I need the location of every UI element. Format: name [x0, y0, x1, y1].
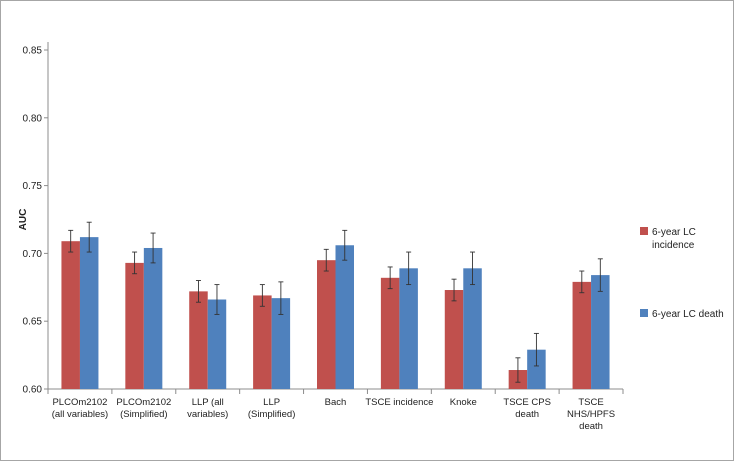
y-tick-label: 0.60 — [23, 385, 43, 396]
bar-incidence — [125, 262, 144, 389]
bar-incidence — [572, 281, 592, 389]
legend-label: 6-year LC death — [652, 309, 724, 320]
bar-incidence — [317, 260, 336, 389]
x-tick-label: Knoke — [450, 397, 477, 408]
x-tick-label: (all variables) — [52, 409, 109, 420]
x-tick-label: Bach — [325, 397, 347, 408]
legend-swatch-death — [640, 309, 648, 317]
y-axis-label: AUC — [18, 209, 29, 231]
x-tick-label: (Simplified) — [248, 409, 296, 420]
bar-death — [335, 245, 354, 389]
bar-death — [527, 349, 546, 389]
x-tick-label: TSCE — [578, 397, 603, 408]
x-tick-label: NHS/HPFS — [567, 409, 615, 420]
y-tick-label: 0.70 — [23, 249, 43, 260]
x-tick-label: PLCOm2102 — [52, 397, 107, 408]
bar-death — [399, 268, 418, 389]
bar-death — [271, 298, 291, 389]
y-tick-label: 0.75 — [23, 181, 43, 192]
x-tick-label: (Simplified) — [120, 409, 168, 420]
bar-incidence — [444, 290, 464, 389]
x-tick-label: LLP (all — [192, 397, 224, 408]
legend-label: incidence — [652, 240, 695, 251]
bar-death — [591, 275, 610, 389]
legend-label: 6-year LC — [652, 227, 696, 238]
y-tick-label: 0.85 — [23, 46, 43, 57]
y-tick-label: 0.80 — [23, 113, 43, 124]
x-tick-label: death — [515, 409, 539, 420]
x-tick-label: TSCE CPS — [503, 397, 551, 408]
bar-incidence — [189, 291, 208, 389]
x-tick-label: LLP — [263, 397, 280, 408]
legend-swatch-incidence — [640, 227, 648, 235]
bar-death — [463, 268, 482, 389]
x-tick-label: TSCE incidence — [365, 397, 433, 408]
bar-incidence — [61, 241, 80, 389]
x-tick-label: PLCOm2102 — [116, 397, 171, 408]
x-tick-label: death — [579, 421, 603, 432]
bar-death — [79, 237, 99, 389]
y-tick-label: 0.65 — [23, 317, 43, 328]
bar-death — [143, 247, 163, 389]
bar-incidence — [380, 277, 400, 389]
x-tick-label: variables) — [187, 409, 228, 420]
bar-incidence — [253, 295, 272, 389]
bar-death — [207, 299, 227, 389]
